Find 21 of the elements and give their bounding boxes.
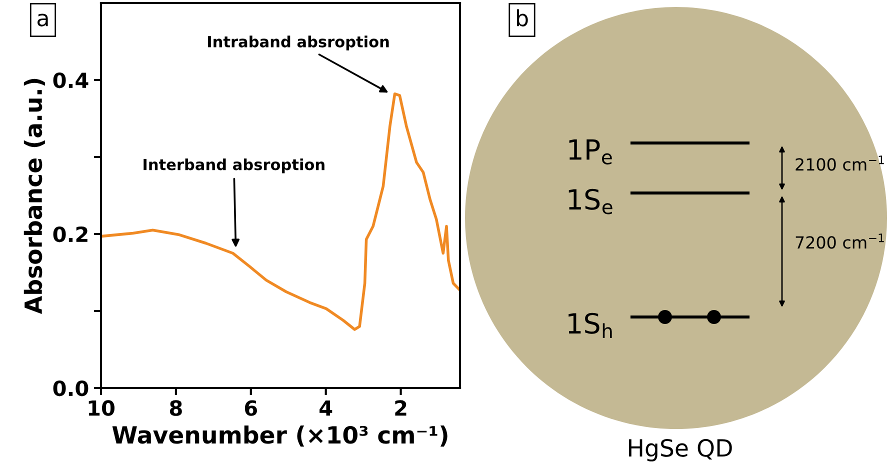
annotation: Interband absroption <box>144 158 324 174</box>
text: b <box>516 9 528 26</box>
y-tick-label: 0.0 <box>53 380 88 396</box>
x-tick-label: 8 <box>170 400 182 416</box>
annotation: Intraband absroption <box>208 36 389 50</box>
text: 1S$_{h}$ <box>568 312 612 338</box>
x-axis-title: Wavenumber (×10³ cm⁻¹) <box>112 426 448 447</box>
x-tick-label: 2 <box>395 400 406 416</box>
y-axis-title: Absorbance (a.u.) <box>24 78 45 314</box>
y-tick-label: 0.4 <box>53 72 88 88</box>
text: 1S$_{e}$ <box>568 188 612 214</box>
text: HgSe QD <box>629 438 732 462</box>
text: 2100 cm$^{−1}$ <box>796 156 884 171</box>
x-tick-label: 6 <box>244 400 258 416</box>
y-tick-label: 0.2 <box>53 226 88 242</box>
chart-title: a <box>38 14 48 26</box>
x-tick-label: 10 <box>88 400 114 416</box>
x-tick-label: 4 <box>320 400 332 416</box>
text: 7200 cm$^{−1}$ <box>796 234 884 249</box>
text: 1P$_{e}$ <box>569 139 612 164</box>
line-series <box>101 92 460 331</box>
